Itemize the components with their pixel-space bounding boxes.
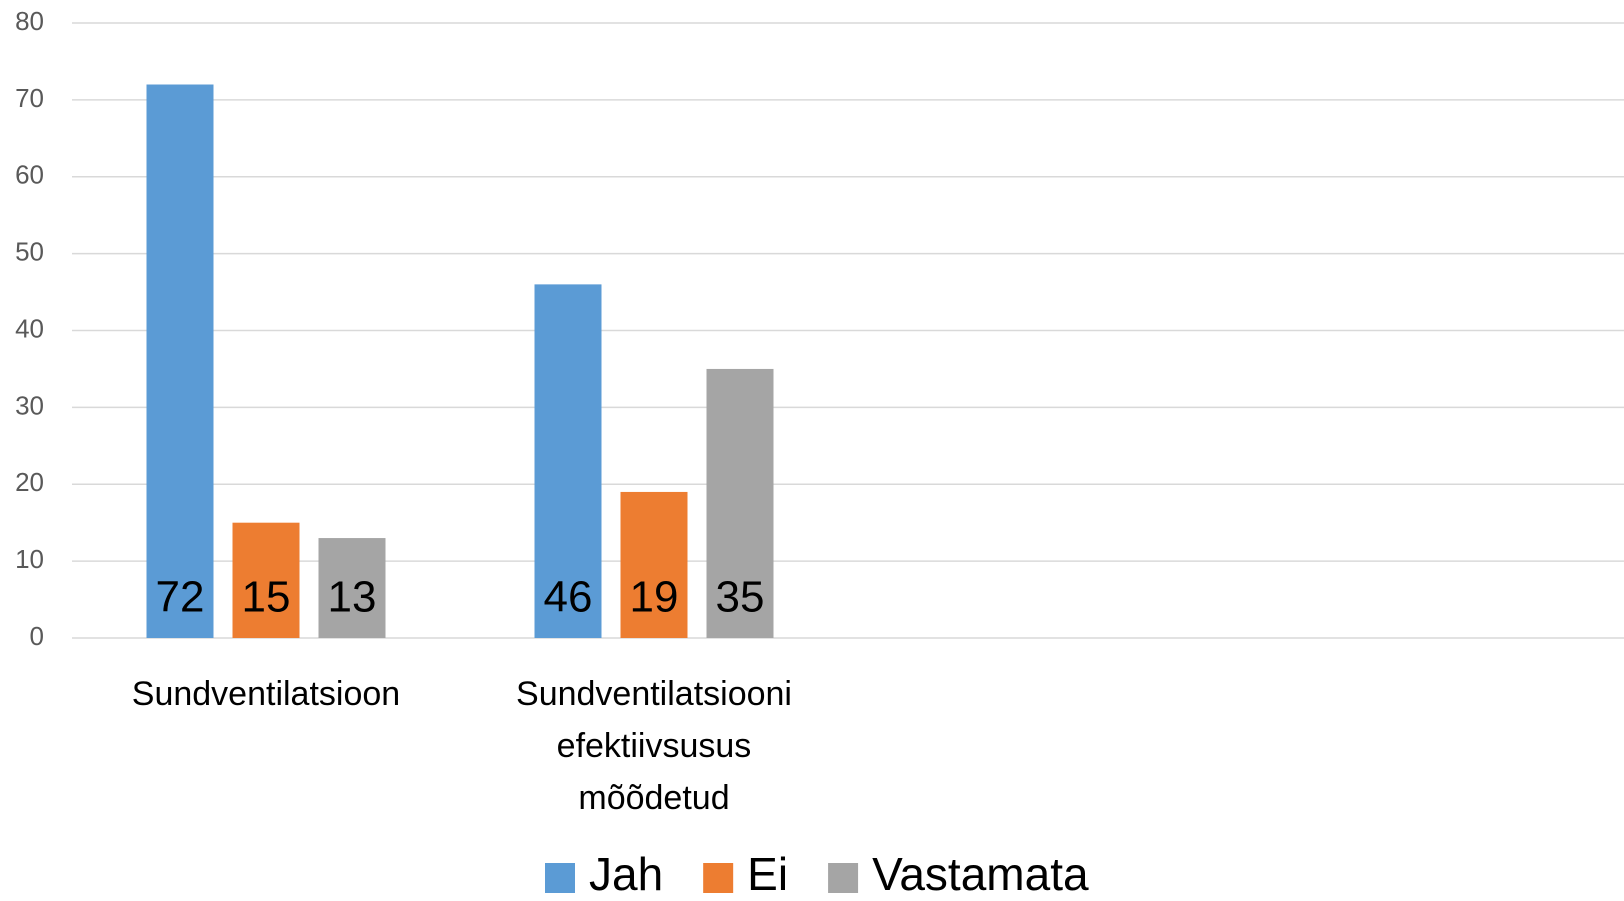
bar	[318, 538, 386, 638]
x-tick-label: Sundventilatsioon	[131, 675, 401, 713]
legend-swatch	[703, 863, 734, 893]
legend-swatch	[828, 863, 859, 893]
data-label: 19	[630, 573, 679, 622]
bar	[146, 84, 214, 638]
legend-label: Jah	[589, 848, 663, 900]
y-tick-label: 20	[15, 467, 44, 497]
bar	[706, 368, 774, 638]
bar	[232, 522, 300, 638]
legend-label: Ei	[747, 848, 788, 900]
x-tick-label: Sundventilatsiooni efektiivsusus mõõdetu…	[516, 675, 792, 817]
y-tick-label: 60	[15, 160, 44, 190]
y-tick-label: 50	[15, 237, 44, 267]
y-tick-label: 0	[30, 621, 44, 651]
data-label: 72	[156, 573, 205, 622]
data-label: 15	[242, 573, 291, 622]
data-label: 35	[716, 573, 765, 622]
y-tick-label: 70	[15, 83, 44, 113]
y-tick-label: 80	[15, 6, 44, 36]
bar	[620, 491, 688, 638]
y-tick-label: 30	[15, 390, 44, 420]
legend-label: Vastamata	[872, 848, 1089, 900]
legend-swatch	[545, 863, 575, 893]
data-label: 13	[328, 573, 377, 622]
y-tick-label: 10	[15, 544, 44, 574]
data-label: 46	[544, 573, 593, 622]
bar	[534, 284, 602, 638]
y-tick-label: 40	[15, 313, 44, 343]
